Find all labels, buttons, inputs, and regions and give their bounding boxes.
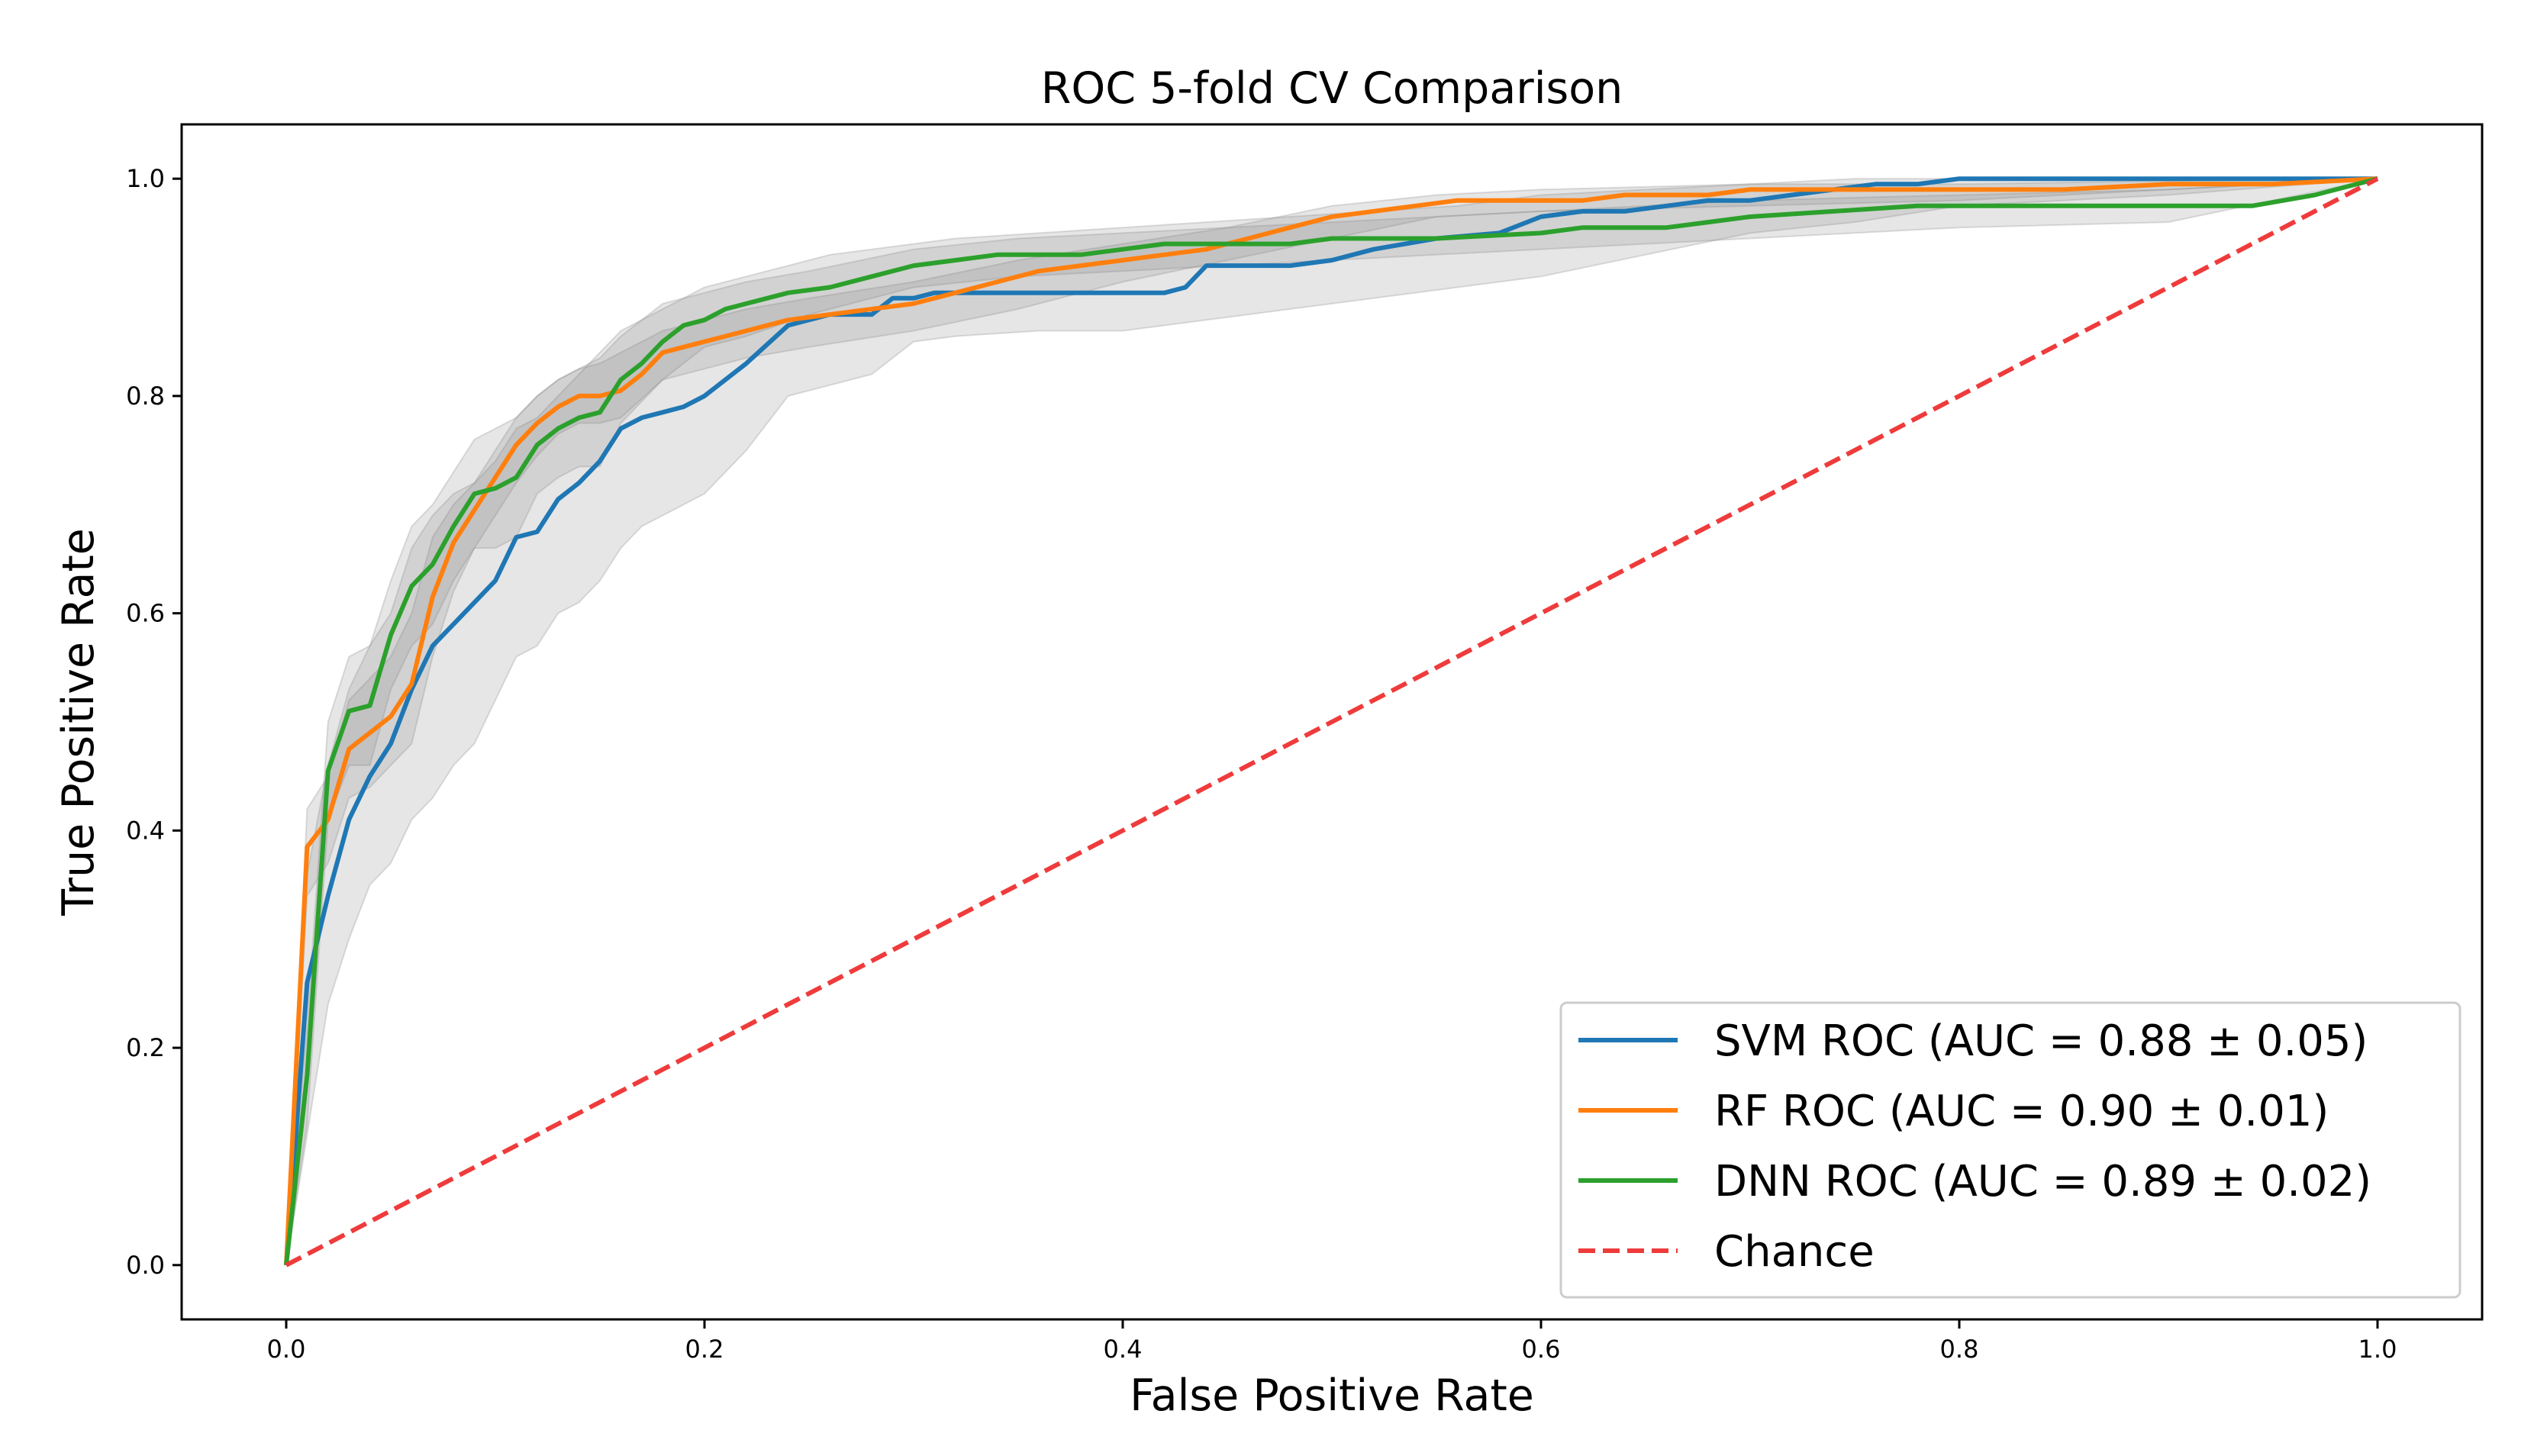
series-line-rf bbox=[284, 176, 2378, 1265]
x-tick-label: 1.0 bbox=[2358, 1335, 2397, 1364]
x-tick-label: 0.2 bbox=[685, 1335, 724, 1364]
y-tick-label: 0.6 bbox=[126, 599, 165, 628]
x-tick-label: 0.6 bbox=[1522, 1335, 1561, 1364]
y-tick-label: 0.4 bbox=[126, 816, 165, 845]
x-tick-label: 0.8 bbox=[1940, 1335, 1979, 1364]
y-tick-label: 1.0 bbox=[126, 164, 165, 193]
legend-label-chance: Chance bbox=[1714, 1227, 1875, 1277]
legend-label-rf: RF ROC (AUC = 0.90 ± 0.01) bbox=[1714, 1087, 2329, 1136]
x-axis-label: False Positive Rate bbox=[1130, 1371, 1534, 1421]
series-lines bbox=[284, 176, 2379, 1268]
legend-label-svm: SVM ROC (AUC = 0.88 ± 0.05) bbox=[1714, 1016, 2368, 1066]
x-tick-label: 0.0 bbox=[267, 1335, 306, 1364]
series-line-dnn bbox=[284, 176, 2378, 1266]
chart-title: ROC 5-fold CV Comparison bbox=[1041, 63, 1623, 114]
y-tick-label: 0.0 bbox=[126, 1251, 165, 1280]
series-line-chance bbox=[285, 176, 2379, 1268]
y-tick-label: 0.2 bbox=[126, 1033, 165, 1062]
legend: SVM ROC (AUC = 0.88 ± 0.05) RF ROC (AUC =… bbox=[1559, 1001, 2461, 1299]
y-axis-ticks: 0.0 0.2 0.4 0.6 0.8 1.0 bbox=[126, 164, 182, 1280]
y-axis-label: True Positive Rate bbox=[53, 528, 104, 916]
x-tick-label: 0.4 bbox=[1104, 1335, 1143, 1364]
plot-frame bbox=[180, 123, 2484, 1321]
legend-box bbox=[1559, 1001, 2461, 1299]
legend-label-dnn: DNN ROC (AUC = 0.89 ± 0.02) bbox=[1714, 1157, 2371, 1206]
y-tick-label: 0.8 bbox=[126, 382, 165, 411]
x-axis-ticks: 0.0 0.2 0.4 0.6 0.8 1.0 bbox=[267, 1319, 2397, 1364]
